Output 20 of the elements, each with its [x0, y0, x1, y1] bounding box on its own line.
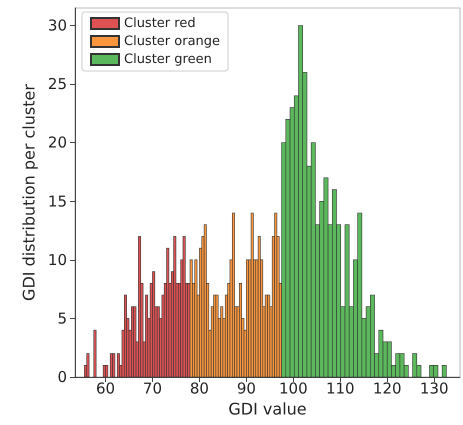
y-tick-label: 0	[57, 368, 67, 386]
x-axis-title: GDI value	[228, 400, 307, 418]
x-tick-label: 120	[372, 380, 402, 398]
y-axis-title: GDI distribution per cluster	[20, 84, 38, 301]
x-tick-label: 90	[236, 380, 256, 398]
x-tick-label: 100	[279, 380, 308, 398]
x-tick-label: 110	[326, 380, 355, 398]
legend-label: Cluster orange	[124, 34, 220, 49]
y-tick-label: 30	[48, 16, 67, 35]
x-tick-label: 60	[96, 380, 116, 398]
x-tick-label: 80	[190, 380, 209, 398]
x-tick-label: 70	[142, 380, 162, 398]
y-tick-label: 15	[48, 192, 67, 210]
y-tick-label: 10	[48, 250, 67, 269]
y-tick-label: 5	[57, 309, 67, 328]
y-tick-label: 20	[48, 134, 67, 152]
legend-label: Cluster red	[124, 16, 196, 31]
x-tick-label: 130	[420, 380, 448, 398]
legend-label: Cluster green	[124, 52, 212, 67]
y-tick-label: 25	[48, 75, 67, 94]
